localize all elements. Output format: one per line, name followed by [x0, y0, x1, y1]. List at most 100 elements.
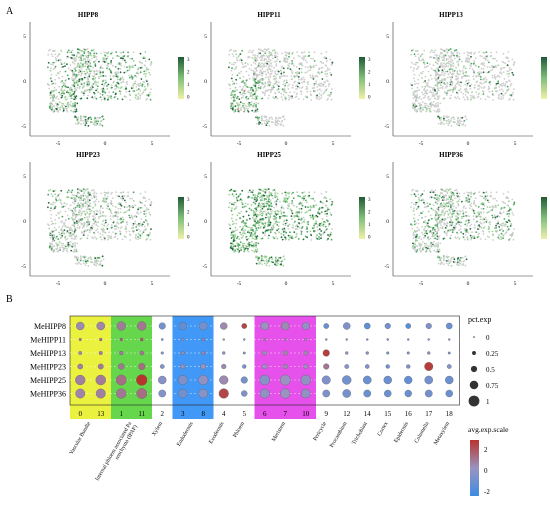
umap-point [254, 71, 256, 73]
umap-point [87, 89, 89, 91]
umap-point [258, 257, 260, 259]
umap-point [240, 248, 242, 250]
umap-point [246, 79, 248, 81]
umap-point [286, 55, 288, 57]
umap-point [122, 77, 124, 79]
umap-point [62, 103, 64, 105]
umap-point [80, 116, 82, 118]
umap-point [85, 201, 87, 203]
umap-point [417, 87, 419, 89]
umap-point [103, 201, 105, 203]
umap-point [232, 220, 234, 222]
umap-point [428, 99, 430, 101]
umap-point [491, 66, 493, 68]
umap-point [264, 222, 266, 224]
umap-point [322, 218, 324, 220]
umap-point [512, 94, 514, 96]
umap-point [77, 259, 79, 261]
umap-point [125, 202, 127, 204]
umap-point [281, 207, 283, 209]
umap-point [231, 94, 233, 96]
umap-point [278, 85, 280, 87]
umap-point [499, 71, 501, 73]
umap-point [80, 202, 82, 204]
umap-point [234, 236, 236, 238]
umap-point [88, 265, 90, 267]
umap-point [255, 91, 257, 93]
umap-point [254, 63, 256, 65]
umap-point [271, 205, 273, 207]
umap-point [74, 104, 76, 106]
umap-point [82, 211, 84, 213]
umap-point [511, 223, 513, 225]
umap-point [411, 88, 413, 90]
umap-point [285, 239, 287, 241]
umap-point [288, 99, 290, 101]
umap-point [48, 190, 50, 192]
umap-point [121, 65, 123, 67]
umap-point [329, 59, 331, 61]
umap-colorbar-tick: 2 [187, 211, 190, 216]
umap-point [303, 239, 305, 241]
umap-point [292, 87, 294, 89]
umap-point [51, 243, 53, 245]
umap-point [276, 224, 278, 226]
umap-point [115, 71, 117, 73]
umap-point [148, 72, 150, 74]
umap-point [293, 205, 295, 207]
umap-point [246, 96, 248, 98]
umap-point [310, 94, 312, 96]
umap-point [255, 95, 257, 97]
umap-point [306, 202, 308, 204]
umap-point [228, 194, 230, 196]
umap-point [118, 56, 120, 58]
umap-point [127, 210, 129, 212]
umap-point [68, 102, 70, 104]
umap-point [276, 81, 278, 83]
umap-point [306, 96, 308, 98]
umap-point [293, 75, 295, 77]
umap-point [240, 107, 242, 109]
umap-point [249, 102, 251, 104]
umap-point [441, 53, 443, 55]
umap-point [64, 65, 66, 67]
umap-point [434, 77, 436, 79]
umap-point [240, 247, 242, 249]
umap-point [144, 51, 146, 53]
umap-point [134, 80, 136, 82]
umap-point [478, 93, 480, 95]
umap-point [293, 215, 295, 217]
umap-point [50, 207, 52, 209]
umap-point [98, 61, 100, 63]
umap-point [326, 216, 328, 218]
umap-point [74, 222, 76, 224]
umap-point [326, 210, 328, 212]
umap-point [422, 71, 424, 73]
umap-point [503, 84, 505, 86]
umap-point [238, 110, 240, 112]
umap-point [144, 86, 146, 88]
umap-point [110, 75, 112, 77]
umap-point [232, 193, 234, 195]
umap-point [257, 248, 259, 250]
umap-point [506, 73, 508, 75]
umap-point [466, 236, 468, 238]
umap-point [321, 207, 323, 209]
umap-point [62, 243, 64, 245]
umap-point [100, 76, 102, 78]
umap-point [480, 82, 482, 84]
umap-point [257, 206, 259, 208]
umap-point [301, 192, 303, 194]
umap-point [413, 67, 415, 69]
umap-point [332, 62, 334, 64]
umap-point [265, 90, 267, 92]
umap-point [292, 97, 294, 99]
umap-point [448, 122, 450, 124]
umap-point [462, 123, 464, 125]
umap-point [91, 225, 93, 227]
umap-point [501, 73, 503, 75]
umap-point [327, 94, 329, 96]
umap-point [51, 90, 53, 92]
umap-point [231, 92, 233, 94]
